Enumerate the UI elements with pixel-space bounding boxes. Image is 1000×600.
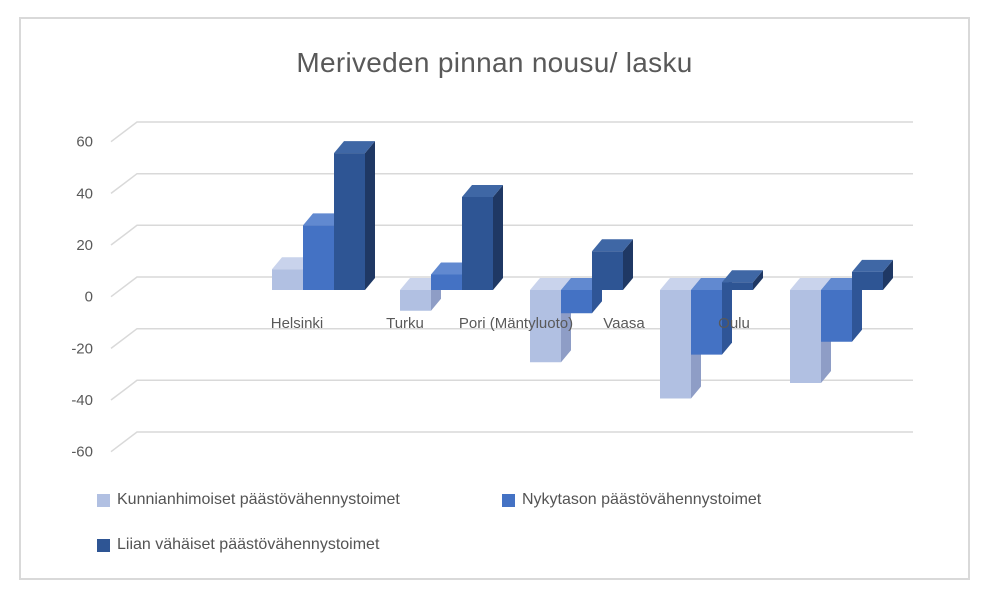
- bar-c0-s2-top: [303, 213, 344, 226]
- bar-c4-s1-front: [790, 290, 821, 383]
- bar-c4-s3-front: [852, 271, 883, 290]
- legend-swatch-series1: [97, 493, 110, 507]
- bar-c3-s3-front: [722, 282, 753, 290]
- legend-label-series3: Liian vähäiset päästövähennystoimet: [117, 536, 380, 553]
- bar-c4-s1-top: [790, 278, 831, 290]
- bar-c4-s2-top: [821, 278, 862, 290]
- bar-c3-s2-side: [722, 278, 732, 355]
- legend-item-series3: Liian vähäiset päästövähennystoimet: [97, 536, 379, 554]
- bar-c1-s3-side: [493, 185, 503, 290]
- bar-c3-s3-top: [722, 270, 763, 283]
- y-tick-label: -40: [71, 392, 93, 409]
- bar-c4-s3-top: [852, 259, 893, 272]
- x-category-label: Oulu: [718, 315, 750, 332]
- bar-c2-s1-front: [530, 290, 561, 363]
- bar-c2-s3-front: [592, 251, 623, 290]
- bar-c0-s1-top: [272, 257, 313, 270]
- bar-c2-s3-top: [592, 239, 633, 252]
- bar-c3-s2-front: [691, 290, 722, 355]
- y-tick-label: -20: [71, 340, 93, 357]
- legend-item-series2: Nykytason päästövähennystoimet: [502, 491, 761, 509]
- bar-c0-s1-front: [272, 269, 303, 290]
- bar-c1-s1-front: [400, 290, 431, 311]
- gridline: [110, 431, 913, 453]
- y-tick-label: -60: [71, 444, 93, 461]
- legend-label-series2: Nykytason päästövähennystoimet: [522, 491, 762, 508]
- x-category-label: Helsinki: [271, 315, 324, 332]
- y-tick-label: 20: [76, 237, 93, 254]
- x-category-label: Vaasa: [603, 315, 645, 332]
- gridline: [110, 276, 913, 298]
- y-tick-label: 60: [76, 134, 93, 151]
- gridline: [110, 327, 913, 349]
- bar-c1-s2-front: [431, 274, 462, 290]
- gridline: [110, 224, 913, 246]
- x-category-label: Pori (Mäntyluoto): [459, 315, 573, 332]
- bar-c0-s3-side: [365, 141, 375, 290]
- legend-label-series1: Kunnianhimoiset päästövähennystoimet: [117, 491, 400, 508]
- x-category-label: Turku: [386, 315, 424, 332]
- bar-c1-s1-top: [400, 278, 441, 290]
- bar-c2-s1-top: [530, 278, 571, 290]
- legend-swatch-series3: [97, 538, 110, 552]
- legend-swatch-series2: [502, 493, 515, 507]
- bar-c3-s1-top: [660, 278, 701, 290]
- bar-c1-s3-top: [462, 185, 503, 197]
- gridline: [110, 172, 913, 194]
- chart-title: Meriveden pinnan nousu/ lasku: [296, 47, 693, 78]
- bar-c2-s3-side: [623, 239, 633, 290]
- bar-c1-s2-top: [431, 262, 472, 275]
- y-tick-label: 0: [85, 289, 93, 306]
- bar-c1-s3-front: [462, 197, 493, 290]
- bar-c4-s3-side: [883, 259, 893, 290]
- bar-c2-s2-front: [561, 290, 592, 314]
- bar-c3-s2-top: [691, 278, 732, 290]
- bar-c0-s3-top: [334, 141, 375, 154]
- bar-c4-s2-front: [821, 290, 852, 342]
- bar-c3-s3-side: [753, 270, 763, 290]
- legend-item-series1: Kunnianhimoiset päästövähennystoimet: [97, 491, 400, 509]
- bar-c2-s2-top: [561, 278, 602, 290]
- y-tick-label: 40: [76, 185, 93, 202]
- gridline: [110, 379, 913, 401]
- bar-c4-s2-side: [852, 278, 862, 342]
- bar-c3-s1-front: [660, 290, 691, 399]
- gridline: [110, 121, 913, 143]
- bar-c0-s3-front: [334, 153, 365, 290]
- bar-c0-s2-front: [303, 225, 334, 290]
